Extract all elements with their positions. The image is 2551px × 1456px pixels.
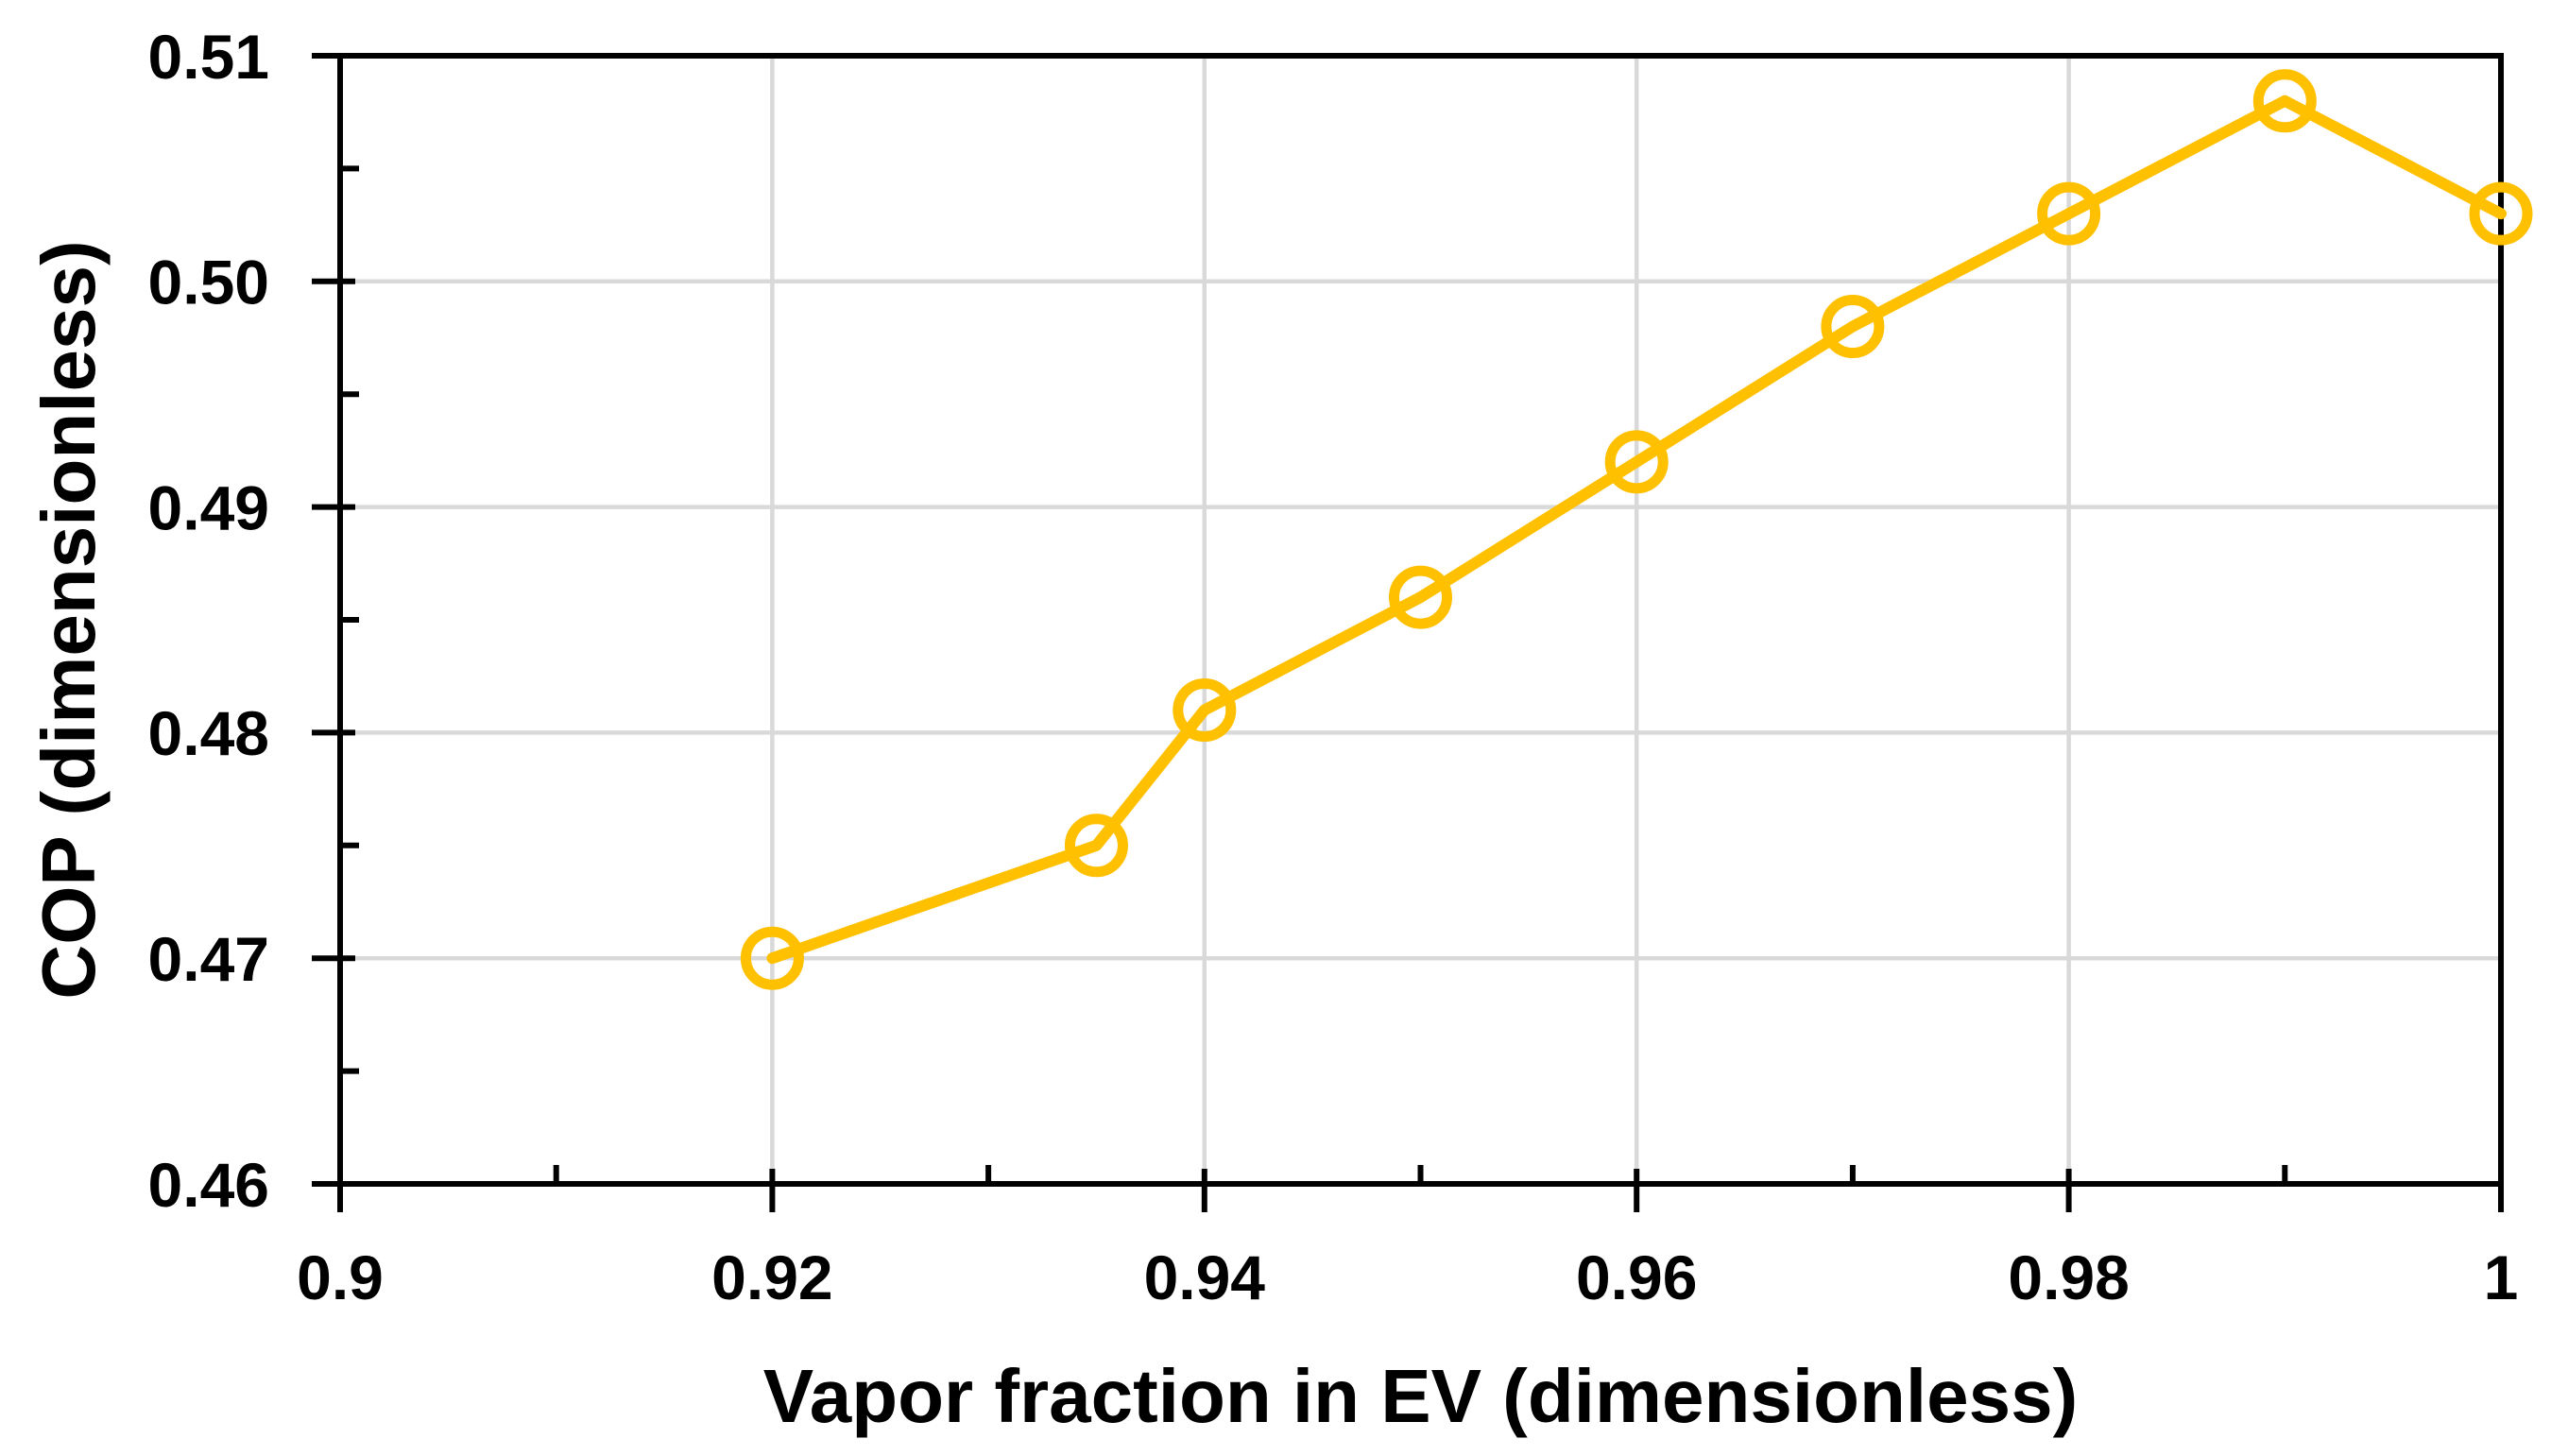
data-point-marker xyxy=(2037,181,2101,246)
y-tick-label: 0.51 xyxy=(148,22,269,92)
x-tick-label: 0.94 xyxy=(1144,1242,1266,1312)
y-tick-label: 0.48 xyxy=(148,698,269,768)
data-series xyxy=(740,69,2533,990)
data-point-marker xyxy=(2252,69,2317,133)
x-axis-title: Vapor fraction in EV (dimensionless) xyxy=(763,1354,2078,1438)
data-point-marker xyxy=(1604,430,1669,494)
plot-area-border xyxy=(337,53,2504,1187)
y-tick-label: 0.46 xyxy=(148,1150,269,1220)
y-tick-label: 0.50 xyxy=(148,248,269,317)
y-axis-title: COP (dimensionless) xyxy=(26,240,111,999)
plot-border xyxy=(337,53,2504,1187)
data-line xyxy=(766,94,2507,965)
tick-labels: 0.9 0.92 0.94 0.96 0.98 1 0.46 0.47 0.48 0.49 0.50… xyxy=(148,22,2519,1312)
y-tick-label: 0.47 xyxy=(148,924,269,994)
x-tick-label: 0.96 xyxy=(1576,1242,1697,1312)
data-point-marker xyxy=(1389,565,1452,629)
x-tick-label: 0.9 xyxy=(297,1242,384,1312)
x-tick-label: 0.92 xyxy=(711,1242,832,1312)
y-tick-label: 0.49 xyxy=(148,472,269,542)
axis-ticks xyxy=(312,53,2504,1212)
data-point-marker xyxy=(1173,678,1237,743)
x-tick-label: 1 xyxy=(2484,1242,2519,1312)
data-point-marker xyxy=(740,926,804,990)
data-point-marker xyxy=(1821,295,1885,359)
x-tick-label: 0.98 xyxy=(2008,1242,2129,1312)
data-point-marker xyxy=(1064,814,1128,878)
data-point-marker xyxy=(2469,181,2533,246)
